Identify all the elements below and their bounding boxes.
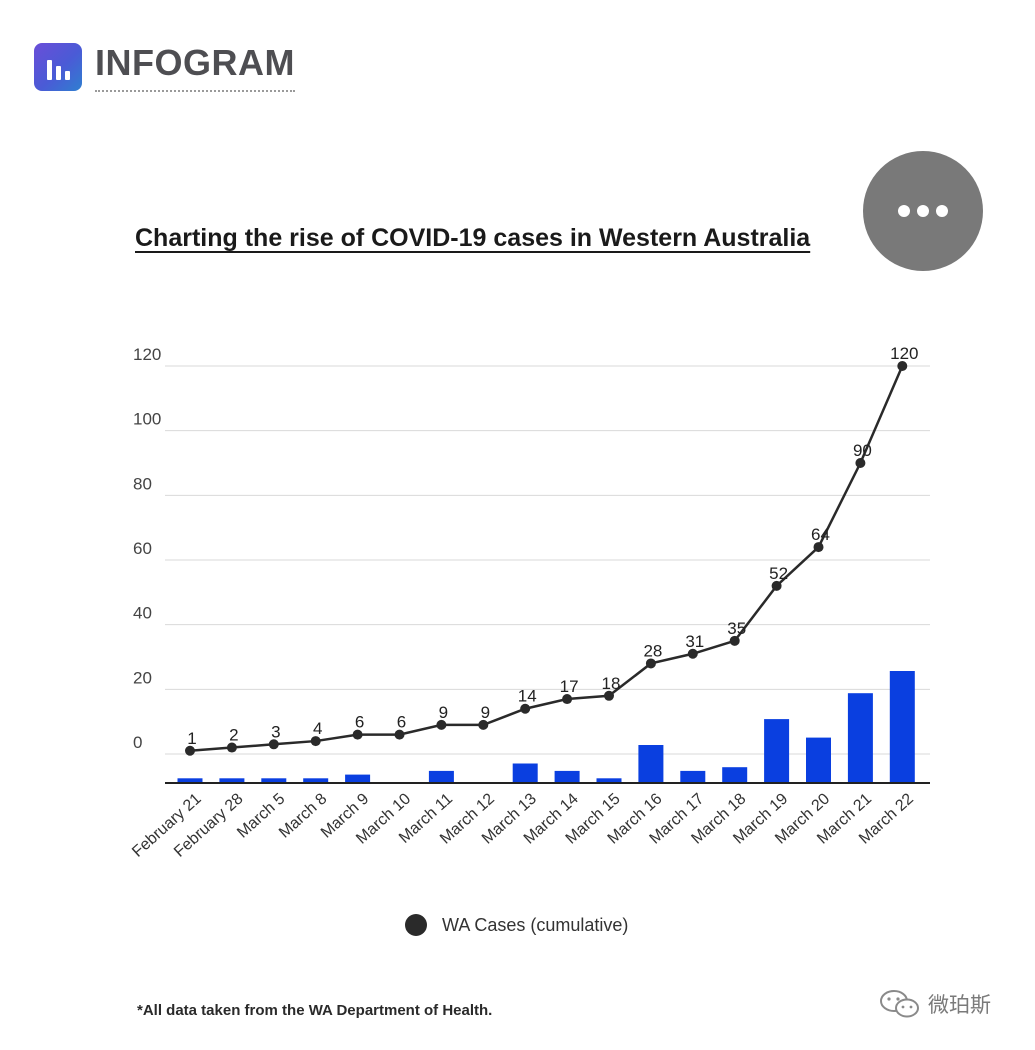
bar [261, 778, 287, 782]
data-label: 9 [481, 703, 490, 722]
legend-marker [405, 914, 427, 936]
bar [428, 770, 454, 782]
infogram-logo[interactable]: INFOGRAM [34, 42, 295, 92]
data-point [729, 635, 740, 646]
data-label: 64 [811, 525, 830, 544]
bar [219, 778, 245, 782]
data-point [645, 658, 656, 669]
bar [722, 767, 748, 782]
data-label: 6 [355, 713, 364, 732]
data-label: 4 [313, 719, 322, 738]
data-point [185, 745, 195, 756]
infogram-logo-icon [34, 43, 82, 91]
legend-label: WA Cases (cumulative) [442, 914, 629, 935]
logo-text: INFOGRAM [95, 42, 295, 92]
bar [345, 774, 371, 782]
y-tick-label: 40 [133, 604, 152, 623]
data-source-note: *All data taken from the WA Department o… [137, 1002, 493, 1019]
data-label: 90 [853, 441, 872, 460]
y-tick-label: 80 [133, 474, 152, 493]
data-label: 35 [727, 619, 746, 638]
series-line [189, 365, 904, 753]
chart-title: Charting the rise of COVID-19 cases in W… [135, 224, 811, 252]
bar [847, 693, 873, 782]
data-label: 9 [439, 703, 448, 722]
bar [512, 763, 538, 782]
data-label: 18 [602, 674, 621, 693]
y-tick-label: 120 [133, 345, 161, 364]
data-label: 14 [518, 687, 537, 706]
watermark: 微珀斯 [878, 988, 991, 1020]
chart-legend: WA Cases (cumulative) [405, 914, 628, 936]
data-label: 31 [685, 632, 704, 651]
data-point [604, 690, 614, 701]
more-horizontal-icon [898, 205, 910, 217]
data-point [226, 742, 237, 753]
data-point [436, 719, 447, 730]
data-point [771, 580, 782, 591]
data-label: 2 [229, 726, 238, 745]
bar [554, 770, 580, 782]
data-label: 52 [769, 564, 788, 583]
y-tick-label: 100 [133, 410, 161, 429]
bar [764, 719, 790, 782]
wechat-icon [880, 990, 919, 1018]
data-point [687, 648, 698, 659]
data-label: 28 [643, 641, 662, 660]
data-point [520, 703, 531, 714]
watermark-text: 微珀斯 [928, 993, 991, 1017]
bar [303, 778, 329, 782]
bar [596, 778, 622, 782]
bar [638, 745, 664, 782]
data-point [268, 739, 279, 750]
more-options-button[interactable] [863, 151, 983, 271]
bar [889, 671, 915, 782]
data-point [310, 736, 321, 747]
y-tick-label: 0 [133, 733, 142, 752]
data-label: 1 [187, 729, 196, 748]
data-point [813, 542, 824, 553]
data-point [478, 719, 489, 730]
data-label: 6 [397, 713, 406, 732]
data-label: 3 [271, 722, 280, 741]
data-label: 120 [890, 344, 918, 363]
data-label: 17 [560, 677, 579, 696]
data-point [352, 729, 363, 740]
data-point [855, 458, 866, 468]
y-tick-label: 60 [133, 539, 152, 558]
bar [177, 778, 203, 782]
data-point [562, 694, 573, 705]
bar [806, 737, 831, 782]
bar [680, 770, 706, 782]
data-point [897, 361, 908, 371]
data-point [394, 729, 405, 740]
y-tick-label: 20 [133, 668, 152, 687]
